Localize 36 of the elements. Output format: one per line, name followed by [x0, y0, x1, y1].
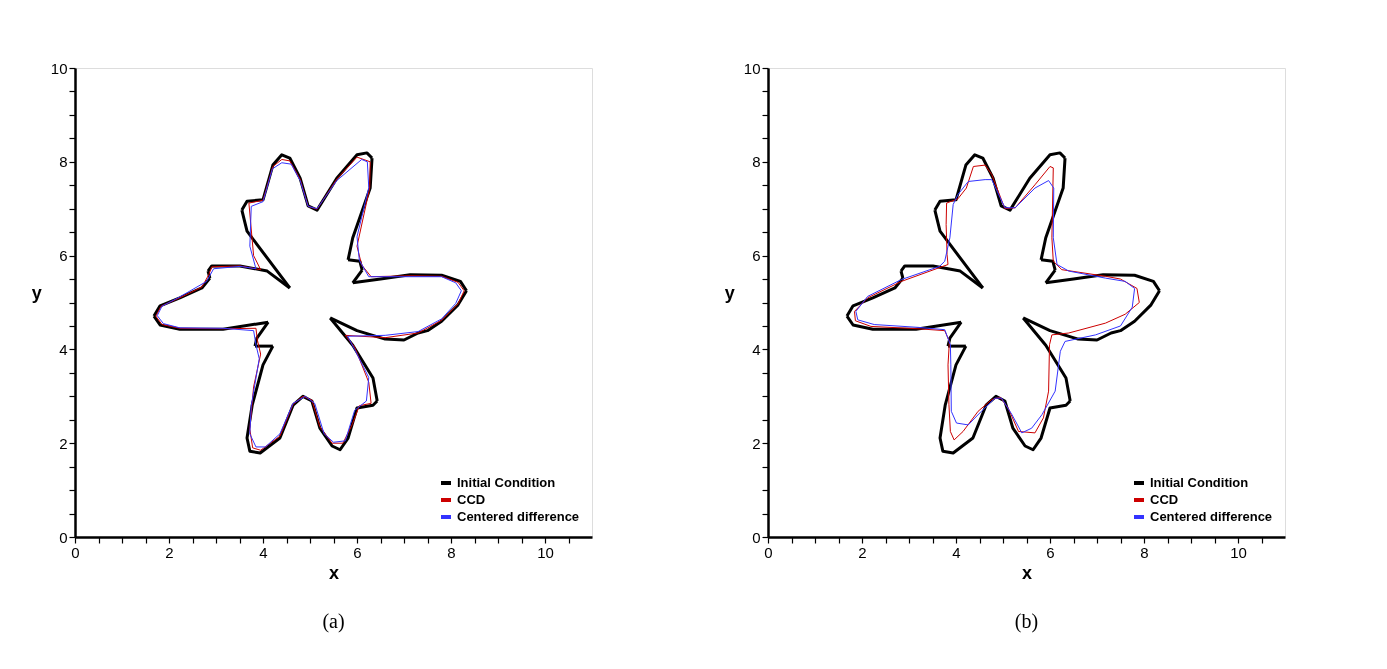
- y-axis-title: y: [31, 283, 42, 303]
- y-tick-label: 8: [59, 153, 68, 171]
- legend-label: CCD: [1150, 492, 1179, 507]
- legend-label: CCD: [457, 492, 486, 507]
- x-tick-label: 10: [537, 543, 554, 561]
- x-tick-label: 0: [764, 543, 773, 561]
- y-tick-label: 2: [59, 434, 68, 452]
- x-tick-label: 10: [1230, 543, 1247, 561]
- y-tick-label: 0: [752, 528, 761, 546]
- x-axis-title: x: [328, 562, 340, 583]
- x-tick-label: 4: [952, 543, 961, 561]
- x-tick-label: 6: [353, 543, 362, 561]
- x-tick-label: 0: [71, 543, 80, 561]
- text: (a): [322, 610, 345, 633]
- legend-label: Centered difference: [1150, 509, 1273, 524]
- x-tick-label: 4: [259, 543, 268, 561]
- y-tick-label: 10: [743, 59, 761, 77]
- y-tick-label: 10: [50, 59, 68, 77]
- x-tick-label: 8: [447, 543, 456, 561]
- y-tick-label: 8: [752, 153, 761, 171]
- y-tick-label: 6: [752, 247, 761, 265]
- x-tick-label: 8: [1140, 543, 1149, 561]
- y-tick-label: 4: [59, 340, 68, 358]
- y-axis-title: y: [724, 283, 735, 303]
- y-tick-label: 2: [752, 434, 761, 452]
- x-axis-title: x: [1021, 562, 1033, 583]
- y-tick-label: 4: [752, 340, 761, 358]
- legend-label: Initial Condition: [1150, 475, 1249, 490]
- legend-label: Centered difference: [457, 509, 580, 524]
- legend-label: Initial Condition: [457, 475, 556, 490]
- y-tick-label: 0: [59, 528, 68, 546]
- y-tick-label: 6: [59, 247, 68, 265]
- x-tick-label: 2: [858, 543, 867, 561]
- x-tick-label: 6: [1046, 543, 1055, 561]
- x-tick-label: 2: [165, 543, 174, 561]
- text: (b): [1014, 610, 1039, 633]
